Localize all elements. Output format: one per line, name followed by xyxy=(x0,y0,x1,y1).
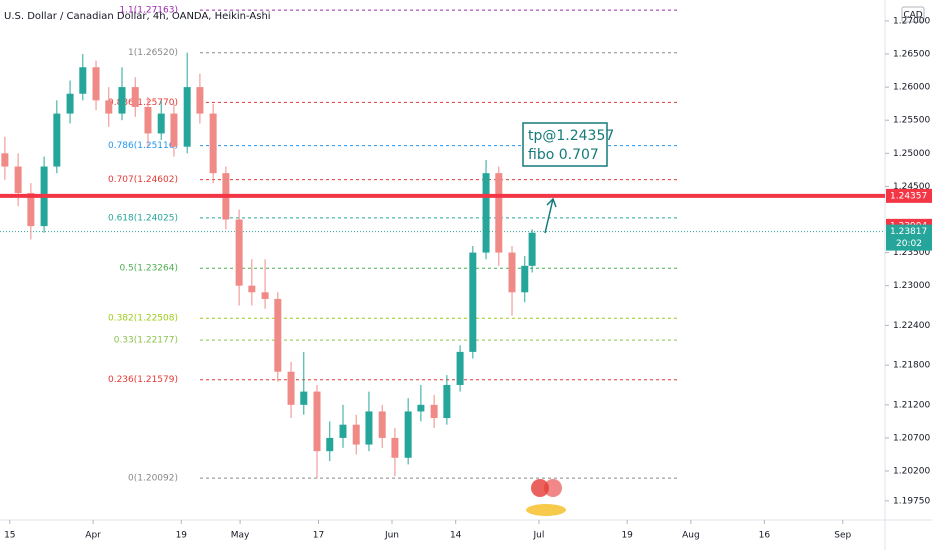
currency-box[interactable] xyxy=(901,6,925,23)
candle-body xyxy=(183,87,191,147)
fib-label: 0.786(1.25116) xyxy=(108,141,178,151)
candle-body xyxy=(248,285,256,293)
candle-body xyxy=(118,87,126,114)
candle-body xyxy=(391,437,399,458)
candle-body xyxy=(404,411,412,458)
y-tick-label: 1.26500 xyxy=(893,50,930,60)
x-tick-label: Jul xyxy=(533,531,545,541)
candle-body xyxy=(92,67,100,101)
price-tag-countdown: 20:02 xyxy=(896,239,922,249)
x-tick-label: 16 xyxy=(759,531,771,541)
candle-body xyxy=(521,265,529,293)
y-tick-label: 1.20700 xyxy=(893,433,930,443)
price-tag-label: 1.23817 xyxy=(890,227,927,237)
candle-body xyxy=(528,232,536,266)
candle-body xyxy=(196,87,204,114)
annotation-arrow xyxy=(544,198,554,234)
candle-body xyxy=(313,391,321,452)
candle-body xyxy=(157,113,165,134)
price-tag-label: 1.24357 xyxy=(890,191,927,201)
x-tick-label: Apr xyxy=(85,531,101,541)
candle-body xyxy=(456,351,464,385)
annotation-text: fibo 0.707 xyxy=(528,147,599,163)
candle-body xyxy=(14,166,22,194)
y-tick-label: 1.27000 xyxy=(893,16,930,26)
price-tag xyxy=(886,188,932,203)
candle-body xyxy=(53,113,61,167)
y-tick-label: 1.26000 xyxy=(893,83,930,93)
candle-body xyxy=(339,424,347,438)
fib-label: 0(1.20092) xyxy=(128,474,178,484)
x-tick-label: 17 xyxy=(313,531,324,541)
candle-body xyxy=(79,67,87,94)
candle-body xyxy=(417,404,425,412)
x-tick-label: Aug xyxy=(682,531,700,541)
annotation-box xyxy=(522,122,608,167)
fib-label: 0.382(1.22508) xyxy=(108,314,178,324)
y-tick-label: 1.23500 xyxy=(893,248,930,258)
x-tick-label: 19 xyxy=(621,531,633,541)
candle-body xyxy=(378,411,386,438)
fib-label: 0.707(1.24602) xyxy=(108,175,178,185)
y-tick-label: 1.25000 xyxy=(893,149,930,159)
candle-body xyxy=(287,371,295,405)
fib-label: 1(1.26520) xyxy=(128,48,178,58)
x-tick-label: Jun xyxy=(384,531,399,541)
x-tick-label: May xyxy=(231,531,250,541)
candle-body xyxy=(508,252,516,293)
candle-body xyxy=(495,173,503,253)
candle-body xyxy=(430,404,438,419)
y-tick-label: 1.21200 xyxy=(893,400,930,410)
annotation-text: tp@1.24357 xyxy=(528,128,614,144)
candle-body xyxy=(144,106,152,134)
candle-body xyxy=(261,292,269,299)
fib-label: 0.33(1.22177) xyxy=(114,336,178,346)
candle-body xyxy=(482,173,490,253)
x-tick-label: 15 xyxy=(4,531,15,541)
currency-label: CAD xyxy=(903,11,922,21)
logo xyxy=(526,479,566,516)
fib-label: 0.236(1.21579) xyxy=(108,375,178,385)
y-tick-label: 1.21800 xyxy=(893,361,930,371)
y-tick-label: 1.24500 xyxy=(893,182,930,192)
candle-body xyxy=(1,153,9,167)
candle-body xyxy=(66,93,74,114)
candle-body xyxy=(352,424,360,445)
y-tick-label: 1.20200 xyxy=(893,467,930,477)
y-tick-label: 1.25500 xyxy=(893,116,930,126)
candle-body xyxy=(326,437,334,452)
y-tick-label: 1.19750 xyxy=(893,496,930,506)
x-tick-label: 14 xyxy=(450,531,462,541)
candle-body xyxy=(300,391,308,405)
fib-label: 1.1(1.27163) xyxy=(119,6,178,16)
candle-body xyxy=(131,87,139,107)
x-tick-label: 19 xyxy=(176,531,188,541)
candle-body xyxy=(365,411,373,445)
annotation-arrowhead xyxy=(546,197,557,208)
fib-label: 0.5(1.23264) xyxy=(119,264,178,274)
x-tick-label: Sep xyxy=(834,531,851,541)
candle-body xyxy=(105,100,113,114)
fib-label: 0.618(1.24025) xyxy=(108,213,178,223)
price-tag xyxy=(886,224,932,251)
fib-label: 0.886(1.25770) xyxy=(108,98,178,108)
candle-body xyxy=(469,252,477,352)
candle-body xyxy=(170,113,178,147)
chart-title: U.S. Dollar / Canadian Dollar, 4h, OANDA… xyxy=(4,11,271,22)
candle-body xyxy=(209,113,217,174)
y-tick-label: 1.23000 xyxy=(893,281,930,291)
y-tick-label: 1.22400 xyxy=(893,321,930,331)
candle-body xyxy=(443,384,451,419)
candle-body xyxy=(274,298,282,372)
candle-body xyxy=(235,219,243,286)
candle-body xyxy=(27,193,35,227)
